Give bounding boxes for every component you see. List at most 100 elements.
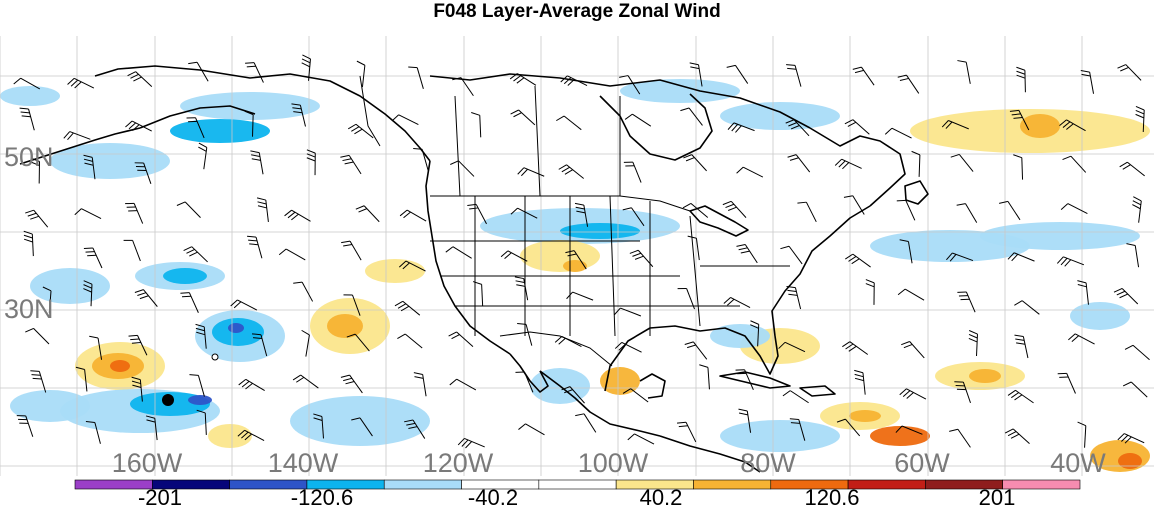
- longitude-label: 40W: [1050, 448, 1106, 476]
- wind-barb: [683, 154, 707, 172]
- wind-barb: [125, 120, 152, 132]
- wind-barb: [614, 341, 642, 353]
- wind-barbs: [13, 54, 1150, 449]
- wind-barb: [188, 61, 209, 82]
- wind-barb: [946, 252, 974, 262]
- great-lakes: [689, 205, 749, 237]
- wind-barb: [247, 235, 263, 259]
- wind-barb: [554, 335, 582, 348]
- wind-speed-contour: [327, 314, 363, 338]
- wind-barb: [1004, 428, 1030, 444]
- wind-barb: [397, 333, 423, 349]
- longitude-label: 120W: [423, 448, 494, 476]
- wind-barb: [750, 320, 760, 347]
- wind-barb: [1117, 433, 1145, 444]
- wind-barb: [278, 248, 306, 261]
- wind-barb: [897, 288, 925, 301]
- longitude-label: 100W: [578, 448, 649, 476]
- lat-lon-grid: [0, 36, 1154, 476]
- us-canada-border: [430, 195, 691, 212]
- wind-barb: [413, 372, 427, 397]
- wind-barb: [957, 60, 971, 84]
- wind-barb: [689, 62, 703, 87]
- alaska-coast: [94, 65, 431, 162]
- wind-speed-contour: [1118, 453, 1142, 469]
- wind-barb: [467, 203, 487, 225]
- wind-barb: [198, 142, 208, 170]
- colorbar-swatch: [1002, 479, 1081, 490]
- wind-barb: [687, 235, 700, 261]
- wind-barb: [556, 115, 582, 131]
- wind-barb: [510, 109, 536, 126]
- wind-barb: [627, 433, 655, 445]
- wind-barb: [13, 77, 41, 90]
- wind-barb: [845, 253, 871, 268]
- colorbar: [74, 479, 1081, 490]
- colorbar-tick-label: 201: [978, 485, 1016, 510]
- wind-barb: [30, 157, 41, 184]
- wind-barb: [778, 341, 806, 353]
- wind-barb: [250, 150, 264, 175]
- wind-speed-contour: [10, 390, 90, 422]
- yucatan: [639, 373, 666, 399]
- wind-barb: [83, 154, 96, 180]
- wind-barb: [450, 160, 475, 177]
- wind-barb: [736, 243, 758, 264]
- canada-east-coast: [809, 127, 906, 207]
- wind-barb: [510, 207, 538, 219]
- wind-barb: [449, 378, 477, 391]
- wind-barb: [313, 413, 324, 439]
- wind-barb: [134, 162, 152, 185]
- wind-barb: [355, 205, 380, 223]
- wind-speed-contour: [720, 102, 840, 130]
- colorbar-tick-label: -201: [137, 485, 183, 510]
- wind-speed-contour: [228, 323, 244, 333]
- wind-barb: [25, 209, 49, 228]
- wind-barb: [1132, 196, 1142, 223]
- canada-north-coast: [429, 73, 811, 129]
- map-title: F048 Layer-Average Zonal Wind: [433, 1, 721, 22]
- wind-barb: [560, 75, 588, 87]
- us-west-coast: [425, 160, 511, 355]
- wind-barb: [413, 148, 429, 171]
- wind-barb: [968, 330, 978, 357]
- wind-barb: [836, 418, 861, 437]
- wind-barb: [445, 246, 472, 259]
- wind-barb: [238, 378, 265, 391]
- wind-speed-contour: [1020, 114, 1060, 138]
- wind-barb: [844, 119, 870, 135]
- wind-speed-contour: [560, 223, 640, 239]
- wind-barb: [448, 331, 474, 348]
- wind-speed-contour: [208, 424, 252, 448]
- wind-barb: [306, 149, 316, 176]
- wind-speed-contour: [980, 222, 1140, 250]
- wind-barb: [351, 417, 373, 437]
- state-lines: [430, 195, 790, 337]
- wind-barb: [42, 286, 52, 313]
- aleutian-arc: [19, 127, 141, 165]
- wind-barb: [341, 240, 362, 261]
- wind-barb: [834, 158, 862, 170]
- wind-barb: [74, 208, 102, 220]
- wind-speed-contour: [365, 259, 425, 283]
- wind-barb: [1135, 105, 1145, 133]
- wind-barb: [1014, 300, 1040, 315]
- wind-barb: [1080, 69, 1095, 94]
- wind-barb: [25, 327, 50, 345]
- wind-barb: [293, 281, 314, 302]
- longitude-label: 160W: [112, 448, 183, 476]
- wind-barb: [957, 291, 976, 313]
- wind-barb: [63, 131, 91, 141]
- wind-barb: [613, 307, 642, 317]
- longitude-label: 60W: [894, 448, 950, 476]
- wind-barb: [85, 421, 101, 444]
- wind-barb: [738, 408, 752, 433]
- wind-barb: [356, 60, 366, 88]
- wind-speed-contour: [969, 369, 1001, 383]
- wind-speed-contour: [110, 360, 130, 372]
- wind-barb: [394, 300, 421, 316]
- wind-barb: [230, 299, 258, 311]
- wind-barb: [145, 415, 158, 441]
- wind-barb: [1007, 389, 1034, 404]
- wind-barb: [699, 364, 710, 390]
